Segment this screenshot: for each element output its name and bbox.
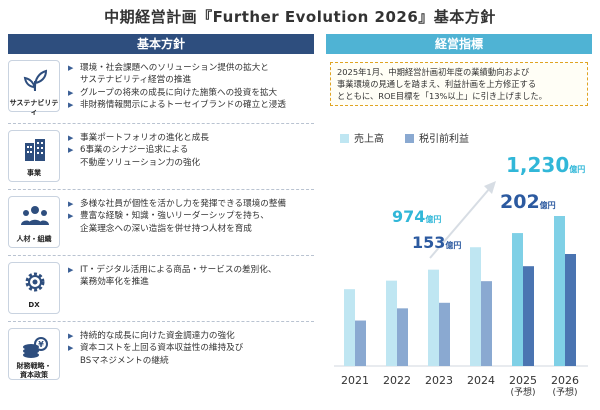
- policy-bullets: IT・デジタル活用による商品・サービスの差別化、業務効率化を推進: [68, 264, 316, 289]
- policy-bullet: グループの将来の成長に向けた施策への投資を拡大: [68, 87, 316, 100]
- policy-bullets: 事業ポートフォリオの進化と成長6事業のシナジー追求による不動産ソリューション力の…: [68, 132, 316, 169]
- policy-badge-label: DX: [28, 301, 40, 309]
- note-line: とともに、ROE目標を「13%以上」に引き上げました。: [337, 91, 547, 101]
- data-label-unit: 億円: [569, 164, 585, 174]
- data-label-value: 202: [500, 191, 540, 213]
- legend-revenue: 売上高: [340, 130, 384, 145]
- policy-badge: 人材・組織: [8, 196, 60, 248]
- profit-bar: [439, 302, 450, 366]
- revenue-bar: [386, 280, 397, 366]
- x-tick-label: 2026: [551, 374, 579, 387]
- policy-bullets: 多様な社員が個性を活かし力を発揮できる環境の整備豊富な経験・知識・強いリーダーシ…: [68, 198, 316, 235]
- policy-bullet-continuation: BSマネジメントの継続: [80, 355, 169, 366]
- legend-revenue-label: 売上高: [354, 134, 384, 145]
- profit-bar: [397, 308, 408, 366]
- policy-bullet: IT・デジタル活用による商品・サービスの差別化、: [68, 264, 316, 277]
- legend-revenue-swatch: [340, 134, 349, 143]
- x-tick-label: 2022: [383, 374, 411, 387]
- data-label: 974億円: [392, 207, 441, 226]
- policy-bullet: 6事業のシナジー追求による: [68, 144, 316, 157]
- svg-text:¥: ¥: [38, 340, 44, 349]
- data-label-unit: 億円: [445, 240, 461, 250]
- x-tick-label: 2024: [467, 374, 495, 387]
- policy-badge-label: 人材・組織: [16, 235, 52, 243]
- policy-bullet: 資本コストを上回る資本収益性の維持及び: [68, 342, 316, 355]
- policy-badge: DX: [8, 262, 60, 314]
- policy-bullet: 事業ポートフォリオの進化と成長: [68, 132, 316, 145]
- legend-profit: 税引前利益: [405, 130, 469, 145]
- policy-bullet-continuation: サステナビリティ経営の推進: [80, 75, 192, 86]
- policy-bullet: 非財務情報開示によるトーセイブランドの確立と浸透: [68, 99, 316, 112]
- policy-bullet: 環境・社会課題へのソリューション提供の拡大と: [68, 62, 316, 75]
- x-tick-label: (予想): [552, 386, 577, 398]
- x-tick-label: (予想): [510, 386, 535, 398]
- policy-bullet: 豊富な経験・知識・強いリーダーシップを持ち、: [68, 210, 316, 223]
- trend-arrow-head: [484, 181, 496, 194]
- data-label-unit: 億円: [540, 200, 556, 210]
- page-title: 中期経営計画『Further Evolution 2026』基本方針: [104, 8, 496, 26]
- row-divider: [8, 321, 314, 322]
- revenue-bar: [428, 269, 439, 366]
- policy-badge-label: 資本政策: [20, 371, 48, 379]
- row-divider: [8, 255, 314, 256]
- data-label: 153億円: [412, 233, 461, 252]
- data-label-value: 1,230: [506, 153, 569, 177]
- performance-chart: 2021 2022 2023 2024 2025(予想)2026(予想)974億円153…: [334, 153, 588, 398]
- data-label: 202億円: [500, 191, 556, 213]
- policy-badge-label: 事業: [27, 169, 41, 177]
- policy-badge-label: サステナビリティ: [9, 99, 59, 116]
- policy-bullet-continuation: 不動産ソリューション力の強化: [80, 157, 201, 168]
- profit-bar: [523, 266, 534, 366]
- data-label-value: 974: [392, 207, 425, 226]
- trend-arrow-line: [429, 187, 491, 259]
- policy-bullets: 持続的な成長に向けた資金調達力の強化資本コストを上回る資本収益性の維持及びBSマ…: [68, 330, 316, 367]
- policy-badge: 事業: [8, 130, 60, 182]
- policy-bullet: 多様な社員が個性を活かし力を発揮できる環境の整備: [68, 198, 316, 211]
- revenue-bar: [554, 216, 565, 366]
- data-label-unit: 億円: [425, 214, 441, 224]
- revenue-bar: [512, 233, 523, 366]
- policy-badge-label: 財務戦略・: [16, 362, 52, 370]
- x-tick-label: 2023: [425, 374, 453, 387]
- row-divider: [8, 189, 314, 190]
- revenue-bar: [344, 289, 355, 366]
- policy-badge: サステナビリティ: [8, 60, 60, 116]
- policy-badge: ¥ 財務戦略・ 資本政策: [8, 328, 60, 380]
- x-tick-label: 2025: [509, 374, 537, 387]
- management-indicators-header: 経営指標: [326, 34, 592, 54]
- x-tick-label: 2021: [341, 374, 369, 387]
- data-label-value: 153: [412, 233, 445, 252]
- policy-bullets: 環境・社会課題へのソリューション提供の拡大とサステナビリティ経営の推進グループの…: [68, 62, 316, 112]
- row-divider: [8, 123, 314, 124]
- profit-bar: [565, 254, 576, 366]
- data-label: 1,230億円: [506, 153, 585, 177]
- legend-profit-label: 税引前利益: [419, 134, 469, 145]
- legend-profit-swatch: [405, 134, 414, 143]
- profit-bar: [481, 281, 492, 366]
- basic-policy-header: 基本方針: [8, 34, 314, 54]
- revision-note: 2025年1月、中期経営計画初年度の業績動向および 事業環境の見通しを踏まえ、利…: [330, 62, 588, 106]
- note-line: 事業環境の見通しを踏まえ、利益計画を上方修正する: [337, 79, 537, 89]
- profit-bar: [355, 320, 366, 366]
- policy-bullet-continuation: 企業理念への深い造詣を併せ持つ人材を育成: [80, 223, 252, 234]
- policy-bullet-continuation: 業務効率化を推進: [80, 277, 149, 288]
- policy-bullet: 持続的な成長に向けた資金調達力の強化: [68, 330, 316, 343]
- note-line: 2025年1月、中期経営計画初年度の業績動向および: [337, 67, 530, 77]
- revenue-bar: [470, 247, 481, 366]
